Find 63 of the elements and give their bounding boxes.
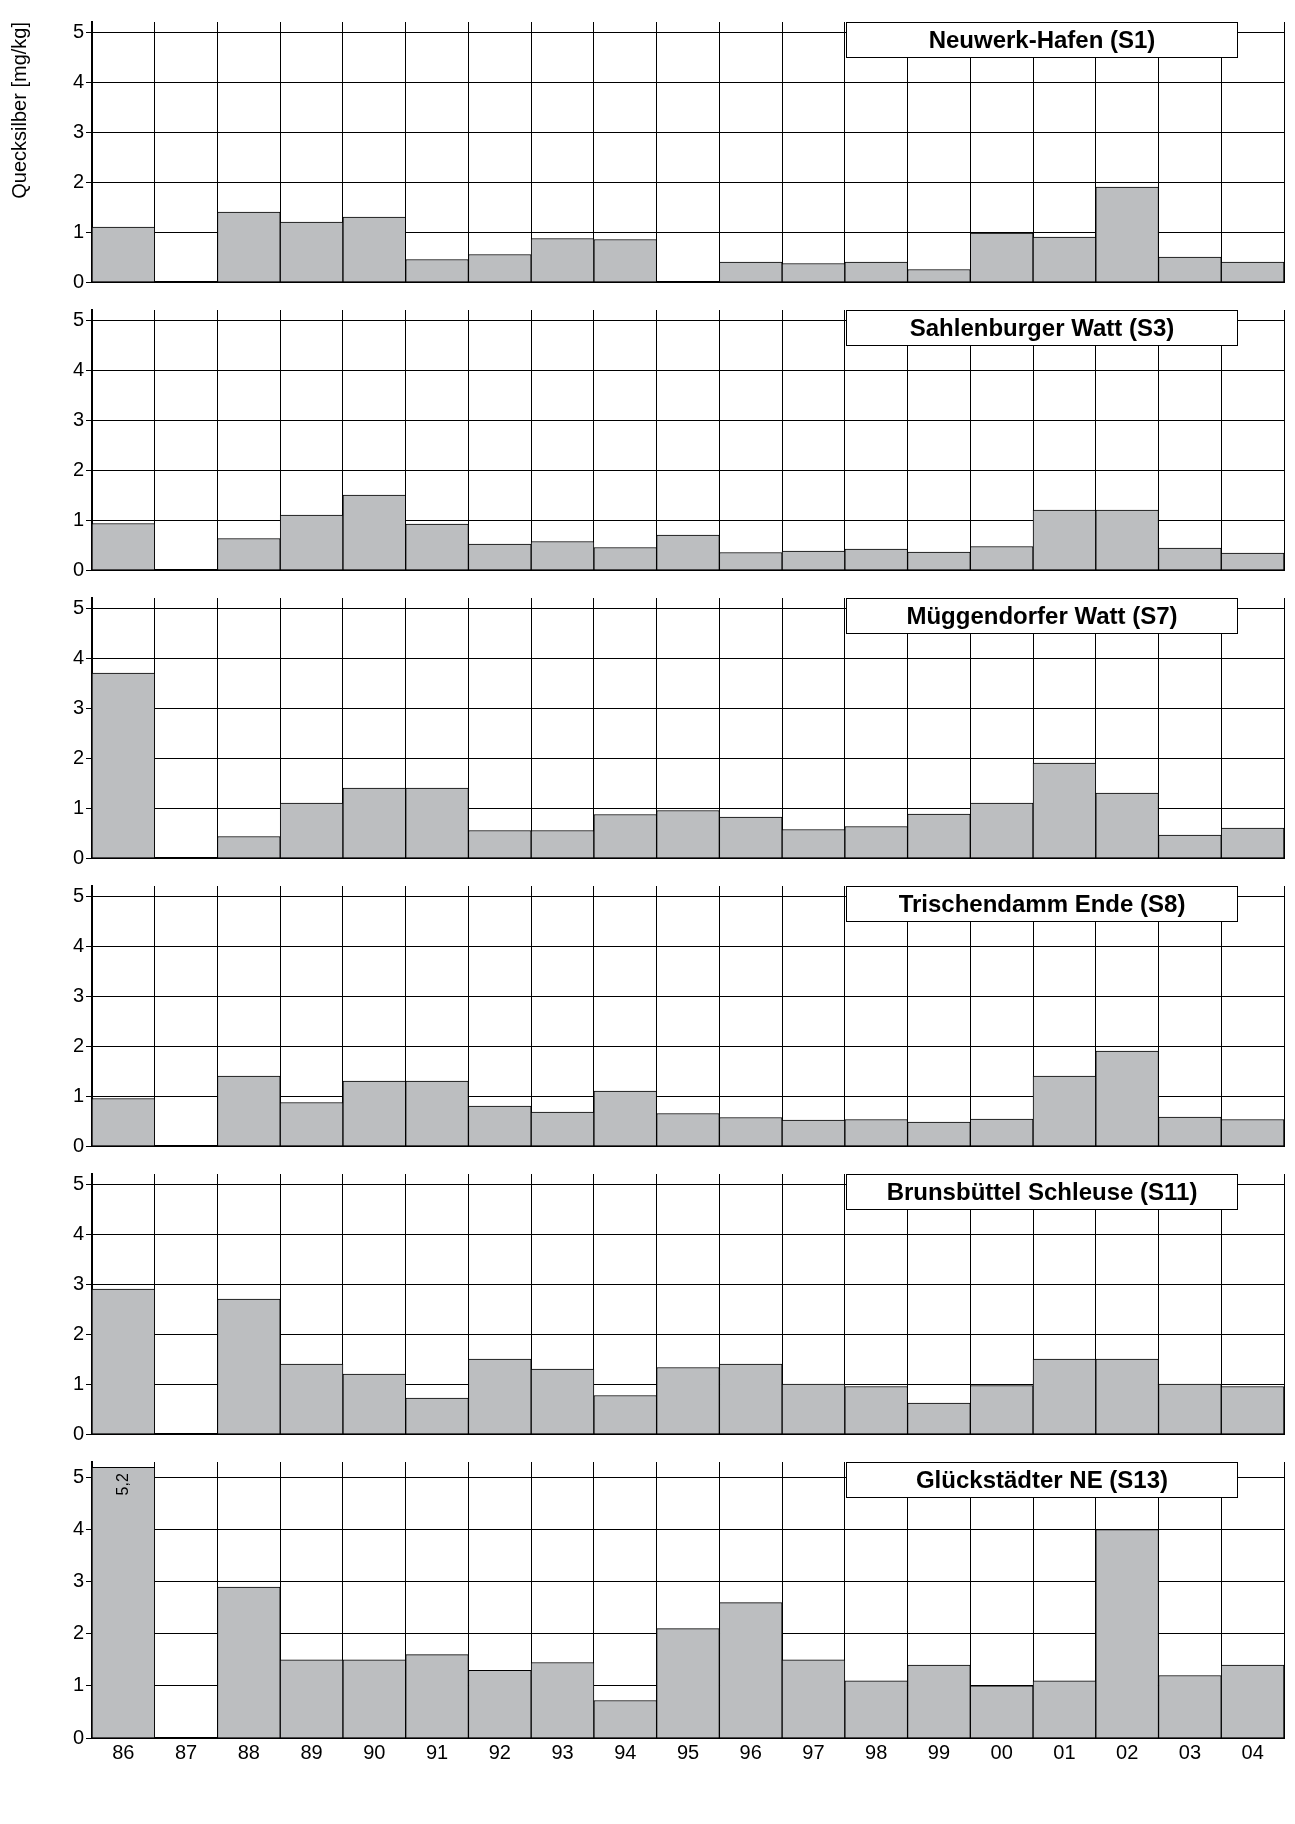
y-tick-label: 4 [72,357,84,380]
x-tick-label: 04 [1241,1740,1264,1763]
y-tick-label: 4 [72,1221,84,1244]
label-frame: Neuwerk-Hafen (S1) [846,22,1238,58]
y-tick-label: 2 [72,1033,84,1056]
y-tick-label: 1 [72,1673,84,1696]
y-tick-label: 1 [72,1371,84,1394]
y-tick-label: 3 [72,695,84,718]
x-tick-label: 95 [676,1740,700,1763]
x-tick-label: 94 [614,1740,637,1763]
label-frame: Brunsbüttel Schleuse (S11) [846,1174,1238,1210]
x-tick-label: 99 [927,1740,951,1763]
x-tick-label: 93 [551,1740,574,1763]
x-tick-label: 98 [865,1740,888,1763]
y-tick-label: 1 [72,1083,84,1106]
y-tick-label: 0 [72,1421,84,1444]
y-tick-label: 0 [72,557,84,580]
y-tick-label: 5 [72,883,84,906]
label-frame: Trischendamm Ende (S8) [846,886,1238,922]
x-tick-label: 90 [363,1740,386,1763]
y-tick-label: 1 [72,795,84,818]
x-tick-label: 97 [802,1740,825,1763]
y-tick-label: 5 [72,1465,84,1488]
x-tick-label: 01 [1053,1740,1076,1763]
y-tick-label: 3 [72,1271,84,1294]
y-tick-label: 4 [72,933,84,956]
y-tick-label: 3 [72,119,84,142]
y-tick-label: 5 [72,1171,84,1194]
y-tick-label: 0 [72,1133,84,1156]
y-tick-label: 5 [72,19,84,42]
y-tick-label: 4 [72,645,84,668]
y-tick-label: 1 [72,219,84,242]
y-axis-title: Quecksilber [mg/kg] [7,22,30,199]
data-label: 5,2 [113,1473,131,1496]
x-tick-label: 87 [174,1740,198,1763]
y-tick-label: 2 [72,745,84,768]
y-tick-label: 0 [72,845,84,868]
x-tick-label: 88 [237,1740,260,1763]
x-tick-label: 00 [990,1740,1013,1763]
x-tick-label: 02 [1116,1740,1139,1763]
y-tick-label: 3 [72,1569,84,1592]
y-tick-label: 2 [72,169,84,192]
x-tick-label: 92 [488,1740,511,1763]
y-tick-label: 4 [72,69,84,92]
x-tick-label: 89 [300,1740,323,1763]
y-tick-label: 3 [72,407,84,430]
label-frame: Glückstädter NE (S13) [846,1462,1238,1498]
y-tick-label: 3 [72,983,84,1006]
x-tick-label: 03 [1178,1740,1202,1763]
y-tick-label: 0 [72,1725,84,1748]
y-tick-label: 0 [72,269,84,292]
y-tick-label: 4 [72,1517,84,1540]
y-tick-label: 1 [72,507,84,530]
x-tick-label: 91 [425,1740,449,1763]
x-tick-label: 86 [112,1740,135,1763]
x-tick-label: 96 [739,1740,762,1763]
y-tick-label: 2 [72,1321,84,1344]
y-tick-label: 2 [72,457,84,480]
y-tick-label: 5 [72,595,84,618]
label-frame: Müggendorfer Watt (S7) [846,598,1238,634]
y-tick-label: 2 [72,1621,84,1644]
label-frame: Sahlenburger Watt (S3) [846,310,1238,346]
y-tick-label: 5 [72,307,84,330]
